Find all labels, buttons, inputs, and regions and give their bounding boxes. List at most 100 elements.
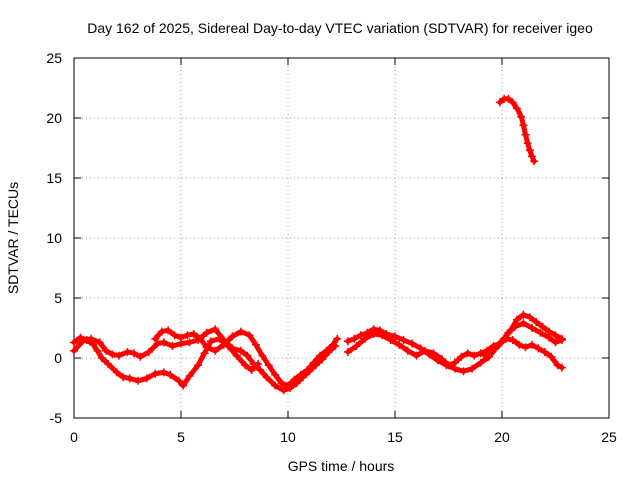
data-point: [328, 340, 337, 349]
data-point: [403, 346, 412, 355]
data-point: [264, 361, 273, 370]
data-point: [243, 351, 252, 360]
data-series: [70, 94, 566, 395]
series-track-b: [70, 325, 340, 395]
data-point: [206, 337, 215, 346]
data-point: [527, 152, 536, 161]
x-tick-label: 15: [387, 429, 403, 445]
data-point: [93, 346, 102, 355]
x-tick-label: 25: [601, 429, 617, 445]
data-point: [151, 369, 160, 378]
data-point: [408, 339, 417, 348]
data-point: [70, 338, 78, 347]
data-point: [108, 350, 117, 359]
data-point: [104, 360, 113, 368]
data-point: [322, 346, 331, 355]
y-axis-label: SDTVAR / TECUs: [5, 182, 21, 294]
data-point: [159, 338, 168, 347]
data-point: [519, 319, 528, 328]
data-point: [343, 337, 352, 346]
data-point: [540, 348, 549, 356]
data-point: [391, 332, 399, 341]
x-axis-label: GPS time / hours: [288, 458, 395, 474]
y-tick-label: 15: [46, 170, 62, 186]
data-point: [249, 360, 258, 368]
data-point: [438, 355, 447, 364]
data-point: [525, 146, 534, 155]
data-point: [378, 331, 387, 340]
data-point: [136, 352, 145, 361]
data-point: [547, 352, 556, 361]
data-point: [487, 346, 496, 355]
data-point: [200, 349, 209, 358]
data-point: [159, 368, 168, 377]
data-point: [114, 351, 123, 360]
data-point: [194, 361, 203, 370]
series-trace: [152, 327, 340, 389]
data-point: [536, 328, 545, 337]
data-point: [523, 139, 532, 148]
data-point: [551, 338, 560, 347]
grid-lines: [74, 58, 609, 418]
data-point: [245, 331, 254, 340]
axis-ticks: [73, 57, 610, 419]
data-point: [211, 346, 220, 355]
data-point: [530, 157, 539, 166]
data-point: [179, 381, 188, 390]
data-point: [527, 340, 536, 349]
data-point: [303, 366, 312, 374]
series-track-e: [343, 330, 566, 372]
data-point: [352, 342, 361, 350]
data-point: [129, 349, 138, 358]
data-point: [228, 332, 237, 341]
series-track-f: [480, 310, 566, 360]
data-point: [236, 327, 245, 336]
x-tick-label: 5: [177, 429, 185, 445]
data-point: [241, 361, 250, 370]
data-point: [538, 322, 547, 331]
data-point: [78, 337, 87, 346]
data-point: [125, 374, 134, 383]
data-point: [196, 334, 205, 343]
data-point: [515, 340, 524, 349]
data-point: [525, 313, 534, 322]
x-tick-label: 10: [280, 429, 296, 445]
data-point: [271, 381, 280, 390]
data-point: [395, 340, 404, 349]
data-point: [185, 338, 194, 347]
data-point: [258, 351, 267, 360]
data-point: [142, 374, 151, 383]
data-point: [189, 330, 198, 338]
data-point: [247, 366, 256, 374]
data-point: [236, 346, 245, 355]
data-point: [279, 386, 288, 395]
data-point: [553, 361, 562, 370]
data-point: [519, 121, 528, 130]
data-point: [316, 351, 325, 360]
data-point: [508, 98, 517, 107]
data-point: [356, 331, 365, 340]
data-point: [369, 330, 378, 338]
data-point: [157, 327, 166, 336]
data-point: [251, 340, 260, 349]
data-point: [476, 349, 485, 358]
data-point: [119, 373, 128, 382]
data-point: [228, 344, 237, 353]
data-point: [468, 364, 477, 373]
data-point: [70, 346, 78, 355]
data-point: [470, 351, 479, 360]
data-point: [333, 334, 342, 343]
tick-labels: 0 5 10 15 20 25 -5 0 5 10 15 20 25: [46, 50, 617, 445]
data-point: [495, 98, 504, 107]
data-point: [412, 351, 421, 360]
data-point: [521, 130, 530, 139]
data-point: [504, 94, 513, 103]
series-track-g: [495, 94, 539, 166]
y-tick-label: 5: [54, 290, 62, 306]
data-point: [557, 363, 566, 372]
data-point: [166, 370, 175, 379]
data-point: [95, 338, 104, 347]
data-point: [551, 331, 560, 340]
data-point: [256, 366, 265, 374]
data-point: [123, 348, 132, 356]
